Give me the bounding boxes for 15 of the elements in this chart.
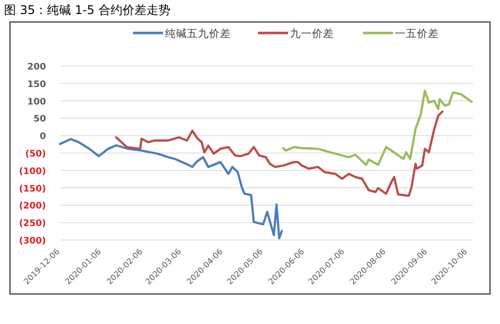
y-tick-label: 100 — [27, 97, 46, 108]
chart-title: 图 35：纯碱 1-5 合约价差走势 — [4, 3, 170, 17]
y-tick-label: 0 — [40, 132, 46, 142]
y-tick-label: (150) — [18, 184, 46, 194]
legend-label: 一五价差 — [395, 28, 439, 40]
y-tick-label: (100) — [18, 166, 46, 177]
y-tick-label: 50 — [33, 114, 46, 125]
y-tick-label: (200) — [18, 202, 46, 212]
legend-label: 九一价差 — [290, 27, 334, 40]
y-tick-label: (250) — [18, 219, 46, 230]
y-tick-label: 200 — [27, 62, 46, 72]
y-tick-label: 150 — [27, 80, 46, 90]
y-tick-label: (300) — [18, 236, 46, 246]
legend-label: 纯碱五九价差 — [165, 27, 231, 40]
y-tick-label: (50) — [25, 150, 46, 160]
